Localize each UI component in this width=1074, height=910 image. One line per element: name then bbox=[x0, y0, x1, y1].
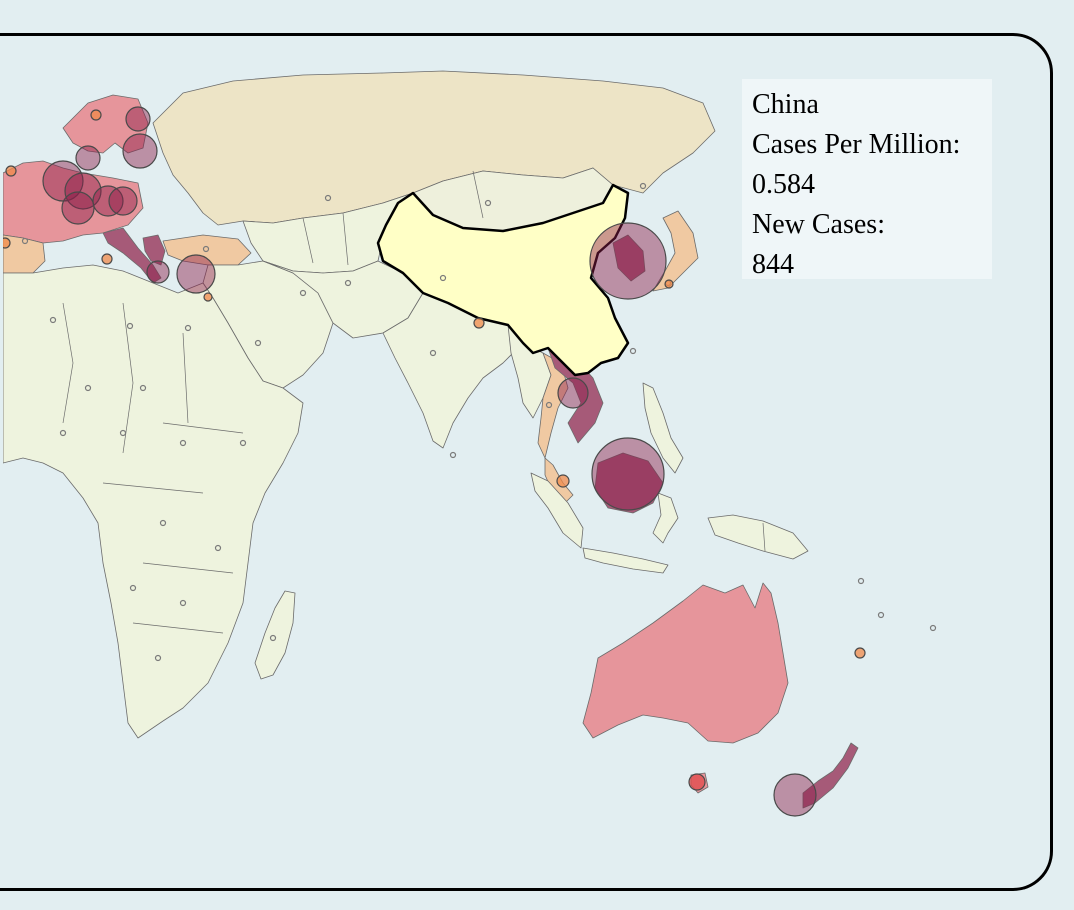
island-sulawesi[interactable] bbox=[652, 492, 679, 544]
tooltip-new-cases-value: 844 bbox=[752, 249, 794, 280]
border-lines bbox=[62, 170, 766, 634]
tooltip-cases-per-million-label: Cases Per Million: bbox=[752, 129, 961, 160]
country-australia[interactable] bbox=[582, 582, 789, 744]
tooltip-new-cases-label: New Cases: bbox=[752, 209, 885, 240]
country-china-selected[interactable] bbox=[376, 183, 630, 377]
map-panel: China Cases Per Million: 0.584 New Cases… bbox=[0, 33, 1053, 891]
continent-africa[interactable] bbox=[3, 264, 304, 739]
world-map[interactable] bbox=[3, 36, 1053, 888]
island-borneo[interactable] bbox=[594, 452, 664, 514]
country-greece[interactable] bbox=[142, 234, 166, 266]
country-new-zealand[interactable] bbox=[802, 742, 859, 809]
tooltip-country-name: China bbox=[752, 89, 819, 120]
country-korea[interactable] bbox=[612, 234, 646, 282]
tooltip-cases-per-million-value: 0.584 bbox=[752, 169, 815, 200]
country-tooltip: China Cases Per Million: 0.584 New Cases… bbox=[742, 79, 992, 280]
country-spain[interactable] bbox=[3, 234, 46, 274]
island-java[interactable] bbox=[582, 547, 669, 574]
country-norway-sweden[interactable] bbox=[62, 94, 149, 154]
island-madagascar[interactable] bbox=[254, 590, 296, 680]
country-philippines[interactable] bbox=[642, 382, 684, 474]
case-bubbles bbox=[3, 106, 866, 817]
island-new-guinea[interactable] bbox=[707, 514, 809, 560]
country-italy[interactable] bbox=[102, 227, 162, 284]
island-sumatra[interactable] bbox=[530, 472, 584, 549]
